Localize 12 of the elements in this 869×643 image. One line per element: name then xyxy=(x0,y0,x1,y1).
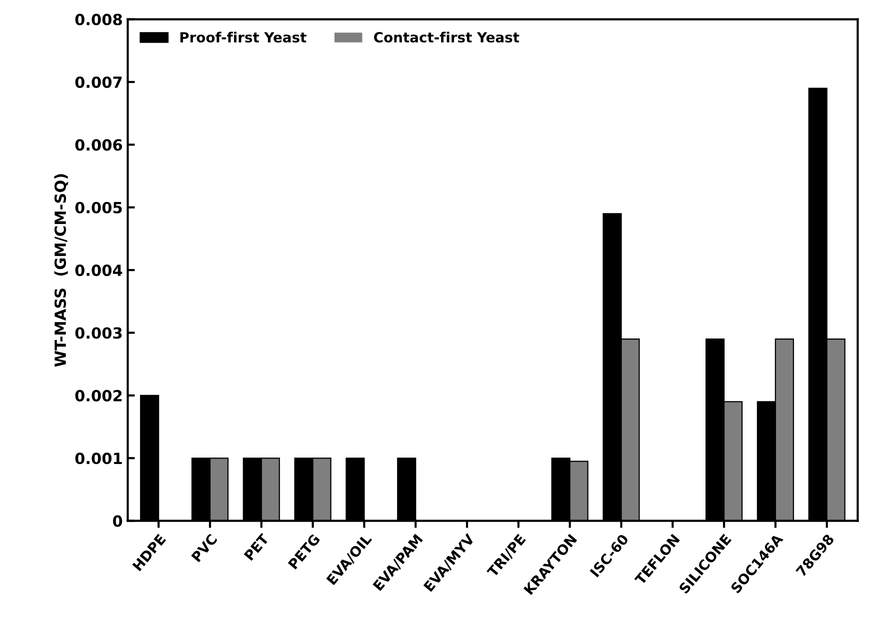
y-tick-label: 0.006 xyxy=(75,139,122,151)
y-tick-label: 0.003 xyxy=(75,327,122,339)
y-tick-label: 0.005 xyxy=(75,202,122,214)
y-axis-title: WT-MASS (GM/CM-SQ) xyxy=(54,174,68,367)
y-tick-label: 0.004 xyxy=(75,264,122,276)
y-tick-label: 0 xyxy=(112,515,122,527)
legend-label: Proof-first Yeast xyxy=(180,32,306,43)
y-tick-label: 0.007 xyxy=(75,76,122,88)
y-tick-label: 0.001 xyxy=(75,452,122,464)
y-tick-label: 0.002 xyxy=(75,390,122,402)
y-tick-label: 0.008 xyxy=(75,14,122,26)
legend-label: Contact-first Yeast xyxy=(374,32,520,43)
